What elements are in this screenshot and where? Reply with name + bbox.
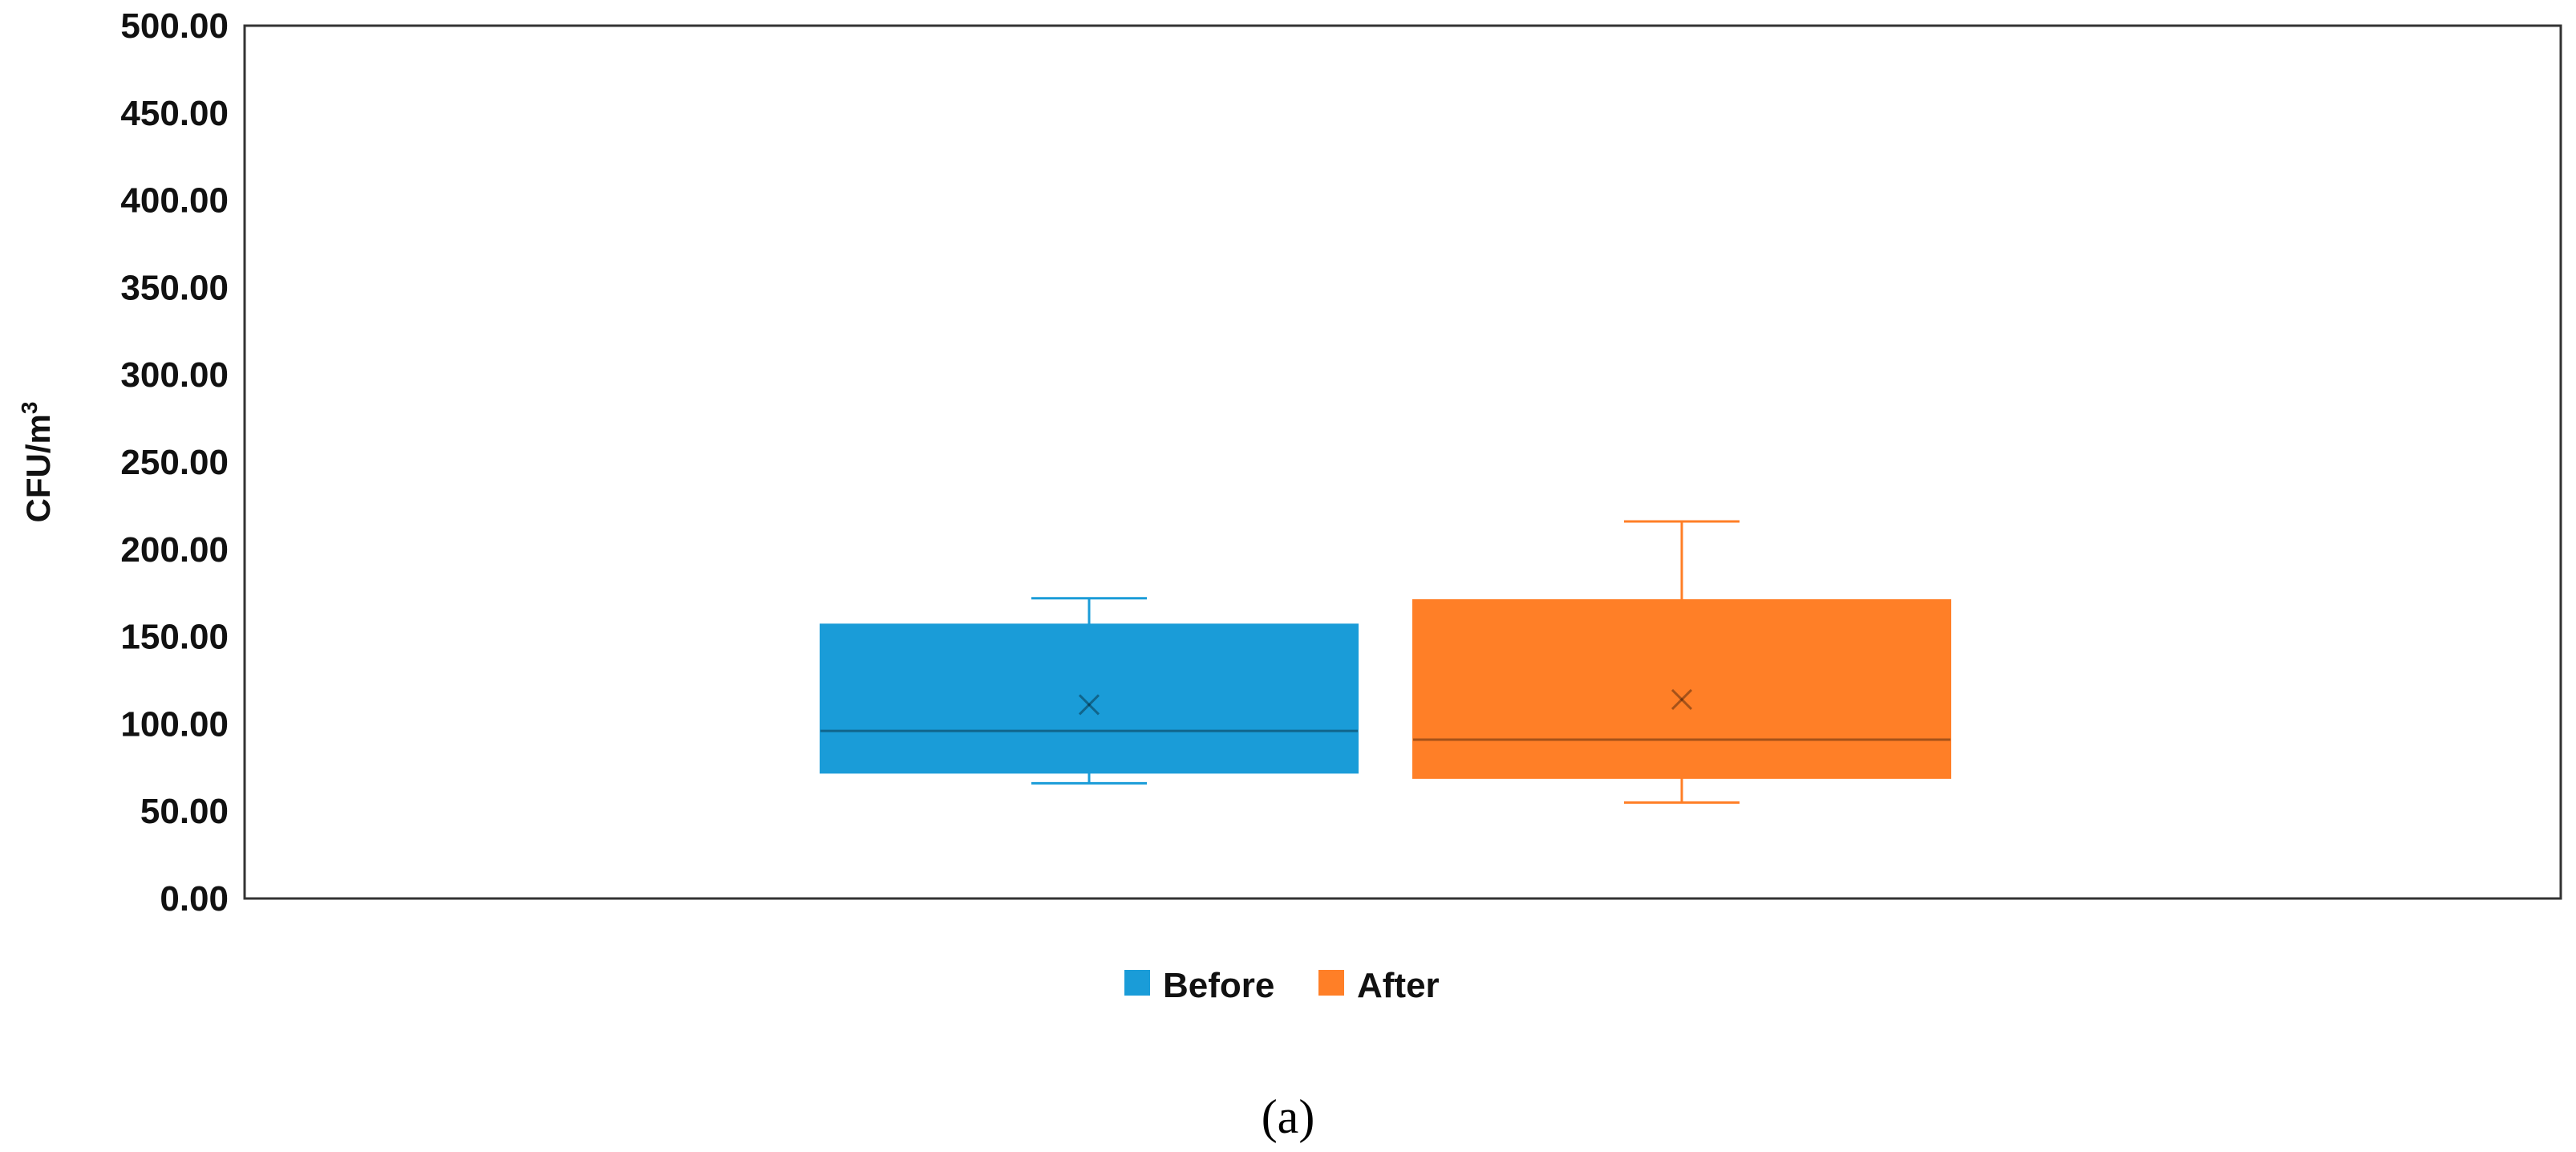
box-series [820,520,1951,804]
y-axis-ticks: 0.00 50.00 100.00 150.00 200.00 250.00 300.00 3… [120,6,229,919]
legend-swatch-before [1124,970,1150,996]
y-tick-label: 250.00 [120,443,229,482]
y-tick-label: 0.00 [160,879,229,919]
y-tick-label: 200.00 [120,530,229,570]
y-tick-label: 400.00 [120,181,229,221]
mean-marker [1078,694,1100,716]
y-tick-label: 500.00 [120,6,229,46]
legend-label-before: Before [1163,966,1274,1005]
y-axis-label: CFU/m3 [17,402,57,523]
interquartile-box [820,623,1359,774]
box-before [820,597,1359,785]
y-tick-label: 150.00 [120,618,229,657]
mean-marker [1671,688,1693,710]
legend-label-after: After [1357,966,1440,1005]
plot-area-frame [243,24,2562,900]
legend-swatch-after [1318,970,1344,996]
panel-label: (a) [1262,1090,1315,1143]
y-axis-label-superscript: 3 [17,402,42,415]
mean-marker [1078,694,1100,716]
interquartile-box [1412,598,1951,779]
legend: Before After [1124,966,1440,1005]
y-tick-label: 450.00 [120,94,229,133]
y-tick-label: 50.00 [140,792,229,831]
y-tick-label: 300.00 [120,355,229,395]
box-after [1412,520,1951,804]
mean-marker [1671,688,1693,710]
y-tick-label: 100.00 [120,704,229,744]
y-tick-label: 350.00 [120,268,229,307]
